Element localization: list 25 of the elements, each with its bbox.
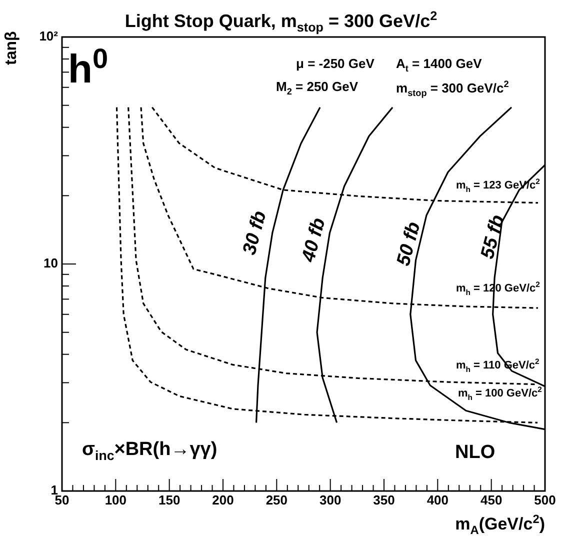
annotation: μ = -250 GeV — [296, 56, 374, 71]
chart-title: Light Stop Quark, m$_{stop}$ = 300 GeV/c$^{2}$ — [124, 9, 438, 35]
x-tick-label: 500 — [534, 492, 556, 508]
annotation: h$^{0}$ — [68, 43, 108, 92]
annotation: A$_{t}$ = 1400 GeV — [396, 56, 482, 74]
x-tick-label: 200 — [212, 492, 234, 508]
y-tick-label: 10² — [39, 28, 59, 44]
annotation: 30 fb — [239, 208, 271, 258]
annotation: 40 fb — [298, 216, 330, 264]
annotation: σ$_{inc}$×BR(h→γγ) — [82, 439, 218, 463]
annotation: m$_{h}$ = 100 GeV/c$^{2}$ — [458, 385, 542, 402]
x-tick-label: 100 — [104, 492, 127, 508]
x-axis-title: m$_{A}$(GeV/c$^{2}$) — [455, 512, 545, 538]
annotation: NLO — [455, 442, 496, 463]
y-tick-label: 10 — [44, 256, 58, 271]
x-tick-label: 400 — [426, 492, 449, 508]
x-tick-label: 450 — [480, 492, 502, 508]
x-tick-label: 150 — [158, 492, 180, 508]
annotation: M$_{2}$ = 250 GeV — [276, 79, 358, 97]
annotation: 50 fb — [392, 220, 424, 268]
x-tick-label: 350 — [373, 492, 395, 508]
annotation: m$_{stop}$ = 300 GeV/c$^{2}$ — [396, 79, 509, 98]
x-tick-label: 300 — [319, 492, 342, 508]
x-tick-label: 250 — [266, 492, 288, 508]
y-axis-title: tanβ — [3, 31, 20, 65]
